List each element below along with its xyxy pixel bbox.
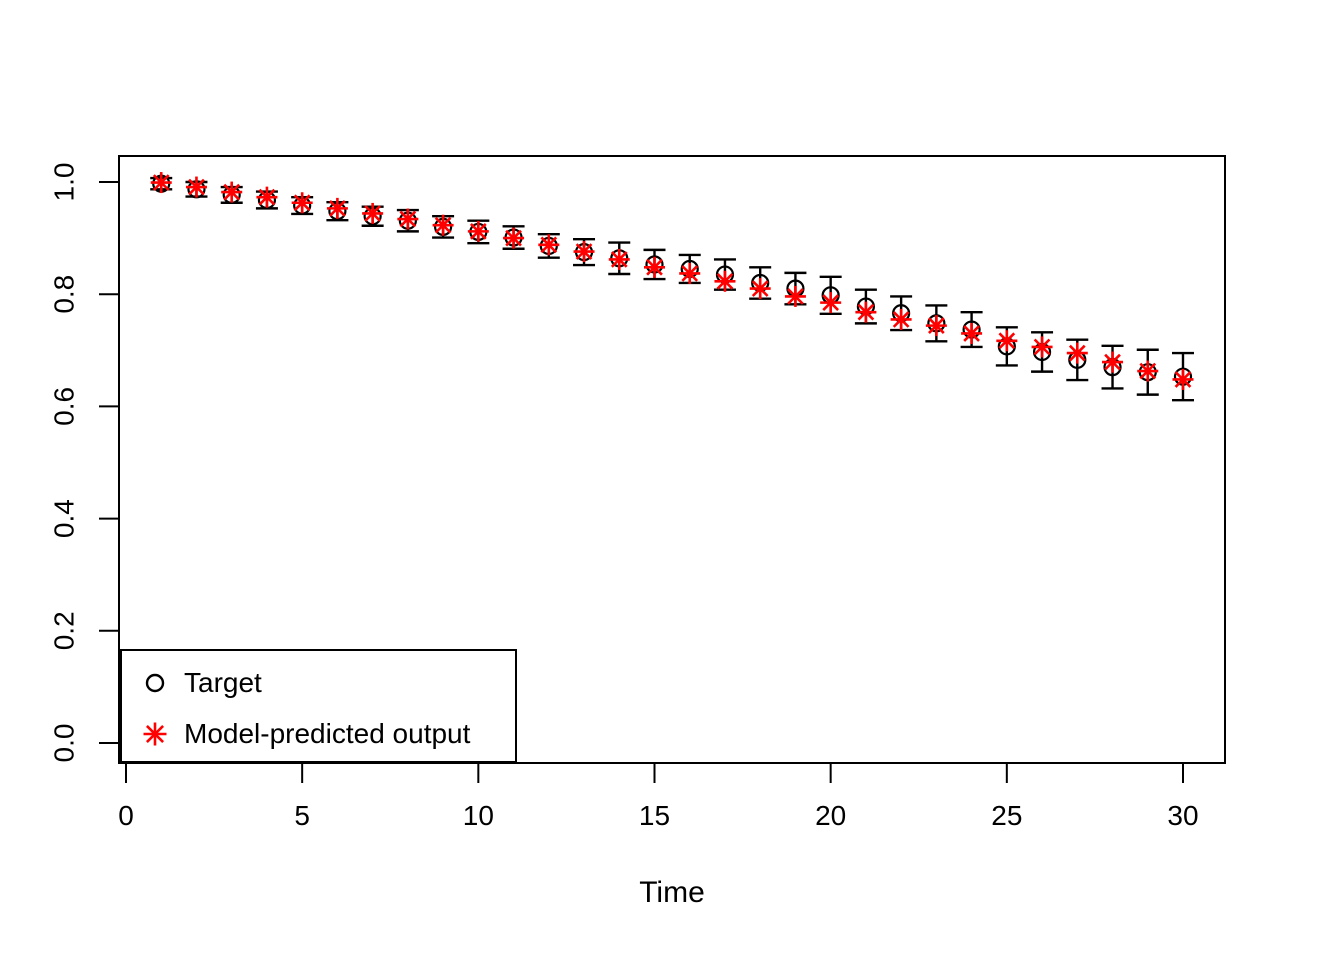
data-point-model bbox=[291, 192, 313, 214]
x-axis-title: Time bbox=[639, 876, 705, 909]
data-point-model bbox=[503, 227, 525, 249]
data-point-model bbox=[714, 270, 736, 292]
data-point-model bbox=[326, 197, 348, 219]
data-point-model bbox=[961, 322, 983, 344]
asterisk-icon bbox=[138, 718, 172, 750]
data-point-model bbox=[749, 278, 771, 300]
data-point-model bbox=[925, 315, 947, 337]
data-point-model bbox=[890, 308, 912, 330]
data-point-model bbox=[150, 172, 172, 194]
data-point-model bbox=[820, 292, 842, 314]
data-point-model bbox=[538, 234, 560, 256]
legend-label-model: Model-predicted output bbox=[184, 718, 471, 750]
legend-label-target: Target bbox=[184, 666, 262, 698]
legend-item-model: Model-predicted output bbox=[138, 709, 515, 759]
data-point-model bbox=[573, 241, 595, 263]
y-tick-label: 1.0 bbox=[49, 163, 80, 202]
plot-frame bbox=[118, 155, 1226, 764]
y-tick-label: 0.6 bbox=[49, 387, 80, 426]
x-tick-label: 15 bbox=[639, 800, 670, 831]
x-tick-label: 0 bbox=[118, 800, 134, 831]
x-tick-label: 5 bbox=[294, 800, 310, 831]
data-point-model bbox=[362, 202, 384, 224]
data-point-model bbox=[467, 220, 489, 242]
data-point-model bbox=[256, 186, 278, 208]
y-tick-label: 0.0 bbox=[49, 724, 80, 763]
legend-item-target: Target bbox=[138, 658, 515, 708]
y-tick-label: 0.8 bbox=[49, 275, 80, 314]
data-point-model bbox=[185, 176, 207, 198]
data-point-model bbox=[996, 330, 1018, 352]
x-tick-label: 25 bbox=[991, 800, 1022, 831]
legend: Target Model-predicted output bbox=[120, 649, 517, 763]
data-point-model bbox=[1137, 360, 1159, 382]
data-point-model bbox=[432, 214, 454, 236]
data-point-model bbox=[221, 181, 243, 203]
data-point-model bbox=[397, 208, 419, 230]
x-tick-label: 30 bbox=[1167, 800, 1198, 831]
data-point-model bbox=[1102, 351, 1124, 373]
data-point-model bbox=[855, 301, 877, 323]
x-tick-label: 10 bbox=[463, 800, 494, 831]
data-point-model bbox=[1031, 336, 1053, 358]
y-tick-label: 0.4 bbox=[49, 499, 80, 538]
y-tick-label: 0.2 bbox=[49, 611, 80, 650]
x-tick-label: 20 bbox=[815, 800, 846, 831]
data-point-model bbox=[679, 262, 701, 284]
data-point-model bbox=[1066, 342, 1088, 364]
data-point-model bbox=[643, 256, 665, 278]
data-point-model bbox=[784, 285, 806, 307]
data-point-model bbox=[1172, 368, 1194, 390]
open-circle-icon bbox=[138, 670, 172, 696]
data-point-model bbox=[608, 248, 630, 270]
